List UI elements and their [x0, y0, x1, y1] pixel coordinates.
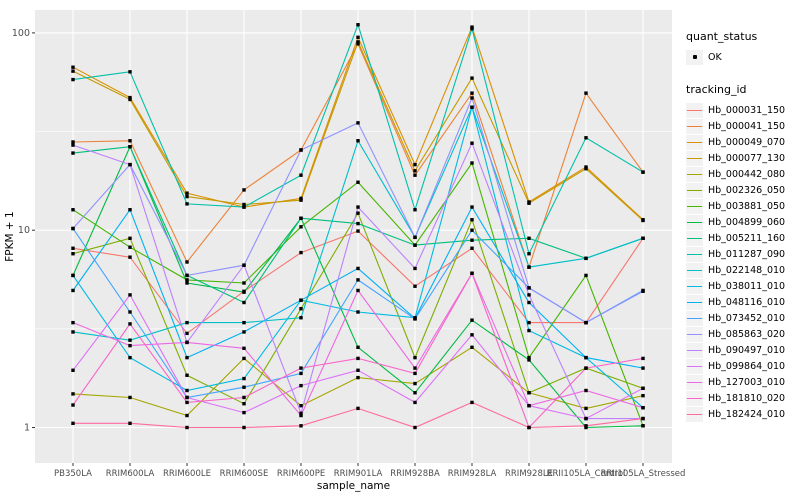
legend-line-key-icon	[686, 198, 703, 214]
gridlines	[35, 10, 672, 463]
legend-line-key-icon	[686, 294, 703, 310]
y-tick-label: 1	[24, 423, 30, 434]
legend-item-Hb_182424_010: Hb_182424_010	[686, 406, 798, 422]
y-tick-label: 100	[12, 28, 30, 39]
legend-item-Hb_004899_060: Hb_004899_060	[686, 214, 798, 230]
legend-line-key-icon	[686, 310, 703, 326]
x-tick-label: RRII105LA_Stressed	[601, 469, 686, 479]
x-tick-label: RRII105LA_Control	[547, 469, 626, 479]
tracking-id-legend-title: tracking_id	[686, 83, 747, 96]
legend-item-label: Hb_000031_150	[708, 104, 786, 116]
legend-line-key-icon	[686, 358, 703, 374]
legend-line-key-icon	[686, 182, 703, 198]
legend-line-key-icon	[686, 342, 703, 358]
legend-item-label: Hb_073452_010	[708, 312, 786, 324]
legend-item-label: Hb_000077_130	[708, 152, 786, 164]
legend-item-Hb_005211_160: Hb_005211_160	[686, 230, 798, 246]
legend-item-label: Hb_004899_060	[708, 216, 786, 228]
panel-background	[35, 10, 672, 463]
legend-line-key-icon	[686, 150, 703, 166]
legend-item-Hb_073452_010: Hb_073452_010	[686, 310, 798, 326]
legend-line-key-icon	[686, 214, 703, 230]
legend-line-key-icon	[686, 262, 703, 278]
legend-line-key-icon	[686, 134, 703, 150]
legend-line-key-icon	[686, 166, 703, 182]
legend-line-key-icon	[686, 278, 703, 294]
x-axis-title: sample_name	[317, 480, 390, 492]
legend-item-label: Hb_000049_070	[708, 136, 786, 148]
legend-item-Hb_002326_050: Hb_002326_050	[686, 182, 798, 198]
legend-item-Hb_000077_130: Hb_000077_130	[686, 150, 798, 166]
legend-item-Hb_099864_010: Hb_099864_010	[686, 358, 798, 374]
legend-item-Hb_000041_150: Hb_000041_150	[686, 118, 798, 134]
legend-item-label: Hb_005211_160	[708, 232, 786, 244]
x-tick-label: RRIM928LE	[505, 469, 553, 479]
y-tick-label: 10	[18, 225, 30, 236]
quant-status-legend-item-ok: OK	[686, 49, 798, 65]
legend-item-label: Hb_022148_010	[708, 264, 786, 276]
quant-status-ok-label: OK	[708, 51, 722, 63]
legend-item-Hb_022148_010: Hb_022148_010	[686, 262, 798, 278]
quant-status-legend-title: quant_status	[686, 30, 758, 43]
legend-item-Hb_048116_010: Hb_048116_010	[686, 294, 798, 310]
legend-item-Hb_011287_090: Hb_011287_090	[686, 246, 798, 262]
legend-item-Hb_038011_010: Hb_038011_010	[686, 278, 798, 294]
tracking-id-legend-list: Hb_000031_150 Hb_000041_150 Hb_000049_070 H…	[686, 102, 798, 422]
legend-item-Hb_181810_020: Hb_181810_020	[686, 390, 798, 406]
x-tick-label: RRIM600SE	[220, 469, 269, 479]
legend-item-label: Hb_099864_010	[708, 360, 786, 372]
axes: 1 10 100 PB350LA RRIM600LA RRIM600LE RRIM600SE…	[4, 28, 685, 492]
legend-item-label: Hb_090497_010	[708, 344, 786, 356]
legend-item-Hb_090497_010: Hb_090497_010	[686, 342, 798, 358]
legend-item-label: Hb_181810_020	[708, 392, 786, 404]
legend-line-key-icon	[686, 406, 703, 422]
x-tick-label: RRIM928BA	[390, 469, 440, 479]
x-tick-label: RRIM901LA	[334, 469, 383, 479]
x-tick-label: PB350LA	[54, 469, 92, 479]
legend-line-key-icon	[686, 390, 703, 406]
legend-item-label: Hb_127003_010	[708, 376, 786, 388]
legend-line-key-icon	[686, 102, 703, 118]
legend-item-label: Hb_000442_080	[708, 168, 786, 180]
x-tick-label: RRIM600PE	[277, 469, 325, 479]
legend-item-label: Hb_048116_010	[708, 296, 786, 308]
y-axis-title: FPKM + 1	[4, 211, 16, 261]
x-tick-label: RRIM928LA	[448, 469, 497, 479]
legend-item-label: Hb_038011_010	[708, 280, 786, 292]
legend-line-key-icon	[686, 246, 703, 262]
legend-item-Hb_085863_020: Hb_085863_020	[686, 326, 798, 342]
data-points	[71, 23, 645, 430]
chart-legend: quant_status OK tracking_id Hb_000031_15…	[686, 30, 798, 422]
ok-point-key-icon	[686, 49, 703, 65]
legend-item-Hb_000049_070: Hb_000049_070	[686, 134, 798, 150]
legend-line-key-icon	[686, 230, 703, 246]
x-tick-label: RRIM600LE	[163, 469, 211, 479]
x-tick-label: RRIM600LA	[106, 469, 155, 479]
legend-item-label: Hb_003881_050	[708, 200, 786, 212]
legend-item-label: Hb_182424_010	[708, 408, 786, 420]
legend-line-key-icon	[686, 326, 703, 342]
legend-item-label: Hb_000041_150	[708, 120, 786, 132]
legend-item-Hb_127003_010: Hb_127003_010	[686, 374, 798, 390]
legend-item-Hb_000031_150: Hb_000031_150	[686, 102, 798, 118]
legend-item-Hb_003881_050: Hb_003881_050	[686, 198, 798, 214]
legend-item-label: Hb_085863_020	[708, 328, 786, 340]
legend-line-key-icon	[686, 118, 703, 134]
legend-item-label: Hb_002326_050	[708, 184, 786, 196]
legend-line-key-icon	[686, 374, 703, 390]
legend-item-label: Hb_011287_090	[708, 248, 786, 260]
legend-item-Hb_000442_080: Hb_000442_080	[686, 166, 798, 182]
